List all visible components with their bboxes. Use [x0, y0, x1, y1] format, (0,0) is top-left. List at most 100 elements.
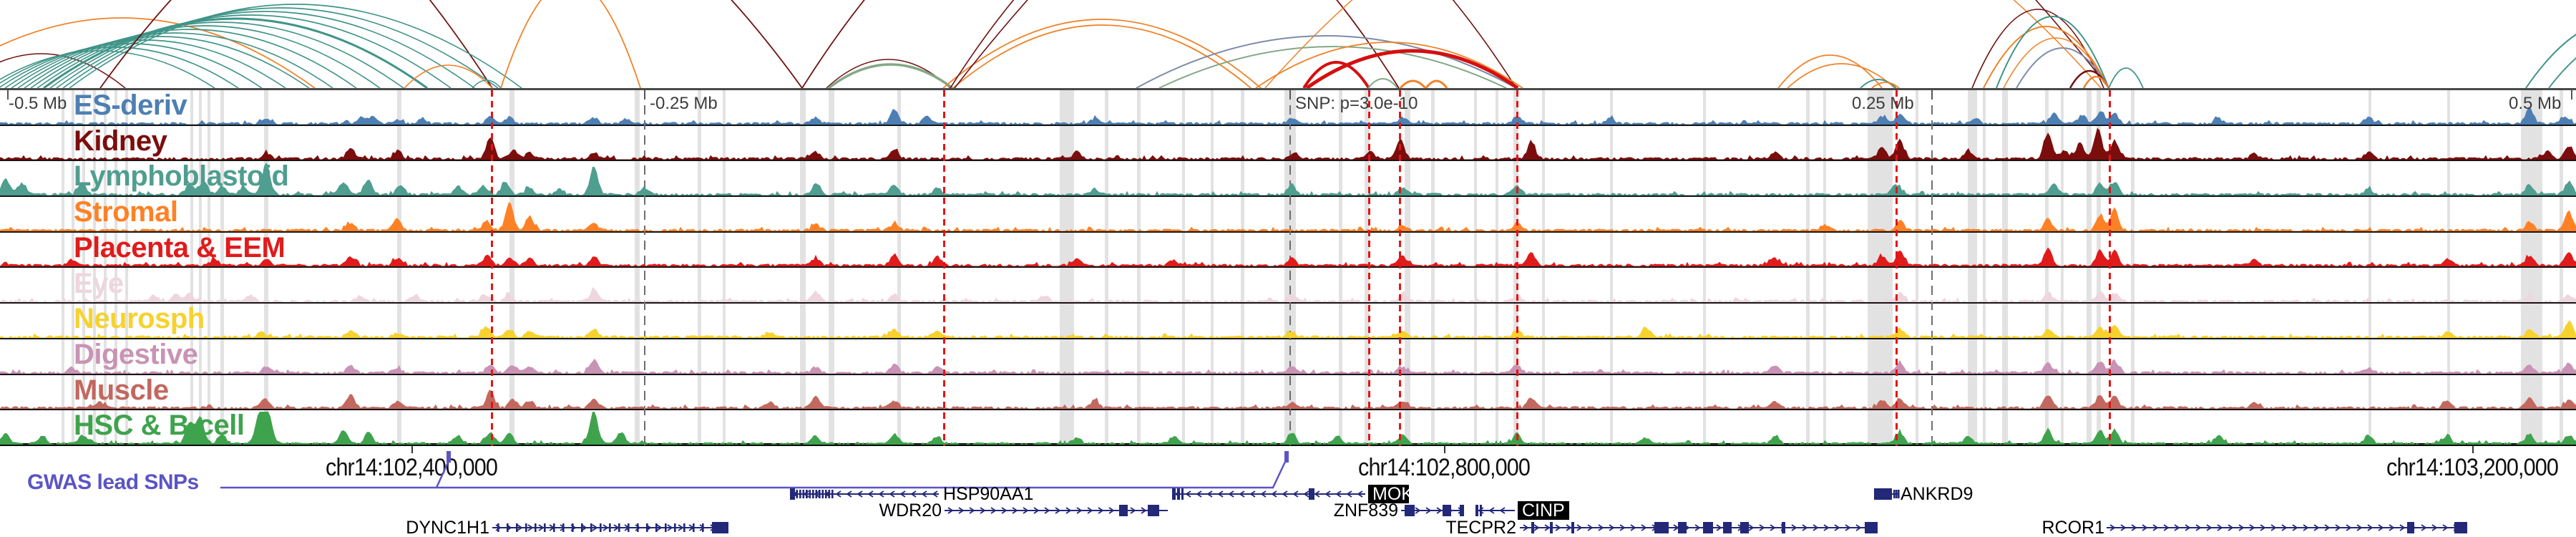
coordinate-tick [411, 445, 413, 453]
interaction-arc [1367, 78, 1398, 88]
gene-label-DYNC1H1[interactable]: DYNC1H1 [406, 518, 489, 537]
highlight-band [114, 90, 117, 446]
scale-tick [2571, 90, 2572, 100]
interaction-arc [1255, 42, 1523, 88]
gene-label-TECPR2[interactable]: TECPR2 [1445, 518, 1516, 537]
gene-CINP: CINP [1475, 500, 1569, 521]
highlight-band [1983, 90, 1986, 446]
lead-snp-tick[interactable] [1284, 451, 1289, 463]
signal-track: Lymphoblastoid [0, 161, 2576, 198]
highlight-band [2087, 90, 2092, 446]
interaction-arc [69, 4, 522, 88]
gene-ZNF839: ZNF839 [1334, 500, 1464, 521]
gene-label-MOK[interactable]: MOK [1372, 484, 1413, 504]
signal-track: Placenta & EEM [0, 233, 2576, 268]
interaction-arc [500, 0, 641, 88]
interaction-arc [0, 17, 316, 88]
highlight-band [1806, 90, 1810, 446]
coordinate-tick [1444, 445, 1445, 453]
highlight-band [897, 90, 901, 446]
track-label: Neurosph [74, 303, 205, 335]
highlight-band [800, 90, 806, 446]
highlight-band [1474, 90, 1477, 446]
interaction-arc [2548, 57, 2576, 88]
gwas-lead-snps-track [220, 451, 1289, 489]
interaction-arc [1871, 82, 1900, 88]
highlight-band [2521, 90, 2542, 446]
gene-label-ZNF839[interactable]: ZNF839 [1334, 500, 1398, 521]
highlight-band [1241, 90, 1244, 446]
highlight-band [2061, 90, 2064, 446]
signal-track-area[interactable]: ES-deriv Kidney Lymphoblastoid Stromal Place… [0, 88, 2576, 446]
interaction-arc [62, 7, 499, 88]
highlight-band [82, 90, 85, 446]
gene-MOK: MOK [1172, 484, 1413, 504]
interaction-arc [952, 24, 1252, 88]
signal-wiggle [0, 411, 2576, 445]
interaction-arc [2003, 37, 2109, 88]
interaction-arc [1425, 79, 1448, 88]
interaction-arc [49, 14, 452, 88]
highlight-band [1405, 90, 1410, 446]
gene-HSP90AA1: HSP90AA1 [790, 484, 1033, 504]
highlight-band [2002, 90, 2008, 446]
highlight-band [2045, 90, 2049, 446]
interaction-arc [17, 32, 333, 88]
interaction-arc [4, 39, 286, 88]
signal-wiggle [0, 202, 2576, 231]
highlight-band [190, 90, 193, 446]
highlight-band [829, 90, 834, 446]
interaction-arc [2016, 47, 2109, 88]
highlight-band [1496, 90, 1498, 446]
gene-label-ANKRD9[interactable]: ANKRD9 [1901, 484, 1973, 504]
track-label: Kidney [74, 125, 167, 157]
highlight-band [1916, 90, 1918, 446]
interaction-arc [954, 0, 2109, 88]
highlight-band [1182, 90, 1185, 446]
signal-wiggle [0, 390, 2576, 410]
scale-tick [644, 90, 645, 100]
highlight-band [1431, 90, 1435, 446]
gene-label-CINP[interactable]: CINP [1522, 500, 1565, 521]
highlight-band [397, 90, 401, 446]
interaction-arc [1305, 49, 1519, 88]
highlight-band [1968, 90, 1977, 446]
interaction-arc [2525, 34, 2576, 88]
highlight-band [2447, 90, 2450, 446]
snp-marker-line [491, 90, 493, 446]
interaction-arc [0, 53, 126, 88]
signal-track: Stromal [0, 197, 2576, 233]
highlight-band [1703, 90, 1706, 446]
interaction-arc [2082, 75, 2110, 88]
interaction-arc [827, 63, 954, 88]
highlight-band [2131, 90, 2135, 446]
highlight-band [1823, 90, 1826, 446]
highlight-band [104, 90, 107, 446]
gene-TECPR2: TECPR2 [1445, 518, 1878, 537]
highlight-band [2560, 90, 2563, 446]
interaction-arc [11, 36, 310, 88]
highlight-band [1211, 90, 1214, 446]
gene-label-WDR20[interactable]: WDR20 [879, 500, 942, 521]
highlight-band [1610, 90, 1613, 446]
signal-track: Neurosph [0, 304, 2576, 339]
position-gridline [1931, 90, 1933, 446]
track-label: HSC & B-cell [74, 410, 245, 442]
gene-label-RCOR1[interactable]: RCOR1 [2041, 518, 2104, 537]
track-label: Muscle [74, 374, 169, 406]
interaction-arc [1302, 61, 1370, 88]
snp-marker-line [1399, 90, 1401, 446]
interaction-arc [1787, 63, 1896, 88]
scale-label: -0.25 Mb [650, 94, 718, 113]
signal-wiggle [0, 319, 2576, 338]
interaction-arc [0, 47, 239, 88]
gene-label-HSP90AA1[interactable]: HSP90AA1 [943, 484, 1033, 504]
signal-wiggle [0, 286, 2576, 303]
gene-DYNC1H1: DYNC1H1 [406, 518, 728, 537]
signal-wiggle [0, 247, 2576, 267]
gwas-track-label: GWAS lead SNPs [27, 470, 199, 494]
interaction-arc [43, 17, 428, 88]
signal-track: Muscle [0, 375, 2576, 411]
lead-snp-tick[interactable] [447, 451, 451, 463]
